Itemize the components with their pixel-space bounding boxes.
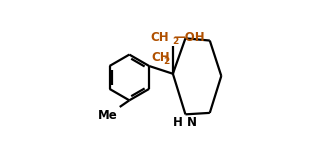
Text: CH: CH [151, 31, 169, 44]
Text: —OH: —OH [174, 31, 205, 44]
Text: H N: H N [173, 116, 197, 129]
Text: 2: 2 [164, 57, 170, 66]
Text: 2: 2 [172, 37, 178, 46]
Text: CH: CH [151, 51, 169, 64]
Text: Me: Me [98, 109, 118, 122]
